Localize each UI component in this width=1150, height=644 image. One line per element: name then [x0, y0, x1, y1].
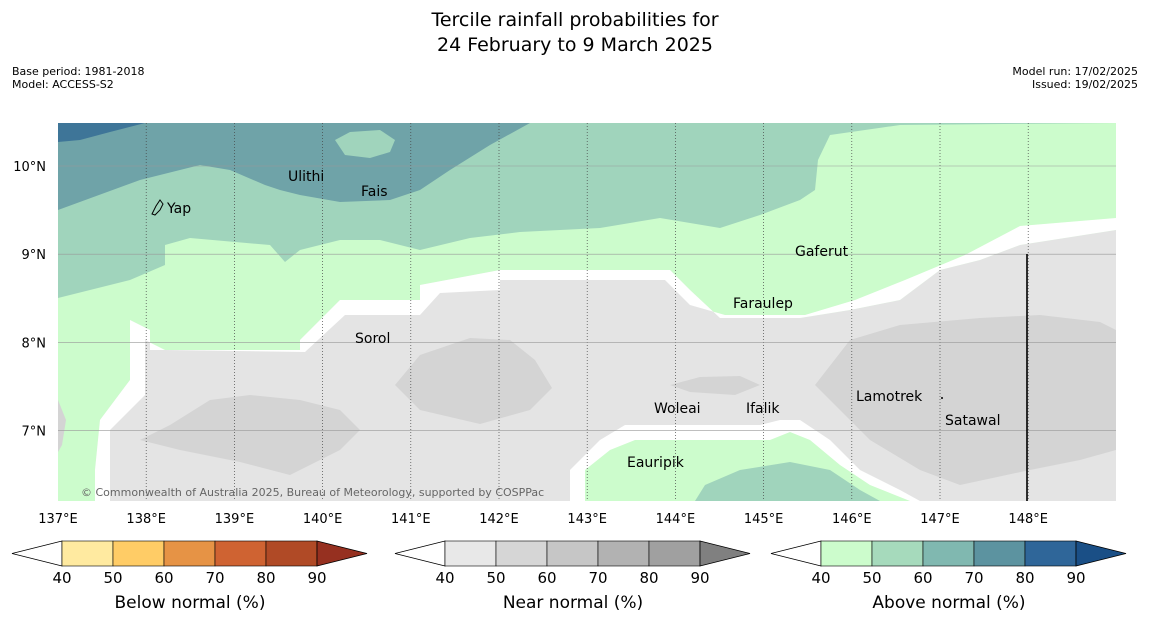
place-gaferut: Gaferut: [795, 244, 849, 260]
longitude-label: 143°E: [567, 512, 607, 527]
latitude-labels: 10°N 9°N 8°N 7°N: [13, 160, 46, 440]
colorbar-tick: 90: [1066, 569, 1085, 587]
longitude-label: 141°E: [391, 512, 431, 527]
longitude-label: 148°E: [1008, 512, 1048, 527]
near-normal-60-patch-central: [395, 338, 552, 424]
longitude-label: 142°E: [479, 512, 519, 527]
colorbar-segment: [444, 540, 497, 567]
place-yap: Yap: [166, 201, 191, 217]
colorbar-extend-high: [316, 540, 368, 567]
title-line-1: Tercile rainfall probabilities for: [431, 9, 719, 31]
colorbar-tick: 50: [486, 569, 505, 587]
colorbar-segment: [546, 540, 599, 567]
colorbar-segment: [922, 540, 975, 567]
model-run: Model run: 17/02/2025: [1012, 65, 1138, 78]
colorbar-segment: [163, 540, 216, 567]
colorbar-label-near: Near normal (%): [502, 593, 644, 613]
colorbar-segment: [61, 540, 114, 567]
place-faraulep: Faraulep: [733, 296, 793, 312]
longitude-label: 138°E: [126, 512, 166, 527]
issued-date: Issued: 19/02/2025: [1031, 78, 1138, 91]
colorbar-0: 40 50 60 70 80 90: [11, 540, 368, 587]
longitude-label: 145°E: [744, 512, 784, 527]
colorbar-segment: [597, 540, 650, 567]
colorbar-tick: 40: [811, 569, 830, 587]
colorbar-segment: [495, 540, 548, 567]
colorbar-tick: 80: [639, 569, 658, 587]
yap-island-shape: [151, 199, 164, 216]
colorbar-segment: [820, 540, 873, 567]
colorbar-tick: 40: [435, 569, 454, 587]
latitude-label: 8°N: [22, 336, 47, 351]
longitude-label: 137°E: [38, 512, 78, 527]
colorbar-label-above: Above normal (%): [872, 593, 1026, 613]
colorbar-tick: 70: [964, 569, 983, 587]
near-normal-60-patch-small: [670, 376, 760, 395]
colorbar-extend-low: [11, 540, 63, 567]
colorbar-tick: 70: [588, 569, 607, 587]
colorbar-tick: 60: [913, 569, 932, 587]
longitude-label: 146°E: [832, 512, 872, 527]
base-period: Base period: 1981-2018: [12, 65, 145, 78]
colorbar-tick: 60: [537, 569, 556, 587]
colorbar-extend-high: [1075, 540, 1127, 567]
place-satawal: Satawal: [945, 413, 1000, 429]
title-line-2: 24 February to 9 March 2025: [436, 34, 713, 56]
colorbar-tick: 50: [103, 569, 122, 587]
copyright-notice: © Commonwealth of Australia 2025, Bureau…: [81, 486, 544, 499]
island-dot: [941, 397, 943, 399]
latitude-label: 7°N: [22, 425, 47, 440]
colorbar-segment: [871, 540, 924, 567]
colorbar-segment: [214, 540, 267, 567]
colorbar-segment: [265, 540, 318, 567]
place-fais: Fais: [361, 184, 388, 200]
map-title: Tercile rainfall probabilities for 24 Fe…: [0, 8, 1150, 58]
model-name: Model: ACCESS-S2: [12, 78, 114, 91]
colorbar-tick: 70: [205, 569, 224, 587]
colorbar-segment: [112, 540, 165, 567]
colorbar-extend-low: [394, 540, 446, 567]
colorbar-segment: [973, 540, 1026, 567]
above-normal-60-patch: [335, 130, 395, 158]
colorbar-tick: 80: [256, 569, 275, 587]
longitude-label: 139°E: [215, 512, 255, 527]
place-woleai: Woleai: [654, 401, 701, 417]
grid-lines: [58, 123, 1116, 501]
near-normal-60-patch-east: [815, 315, 1116, 485]
white-transition-band: [95, 218, 1116, 501]
latitude-label: 9°N: [22, 248, 47, 263]
colorbars: 40 50 60 70 80 90 40 50 60 70 80 90 40 50 60 70 80 90: [11, 540, 1127, 587]
place-ulithi: Ulithi: [288, 169, 324, 185]
colorbar-1: 40 50 60 70 80 90: [394, 540, 751, 587]
latitude-label: 10°N: [13, 160, 46, 175]
colorbar-tick: 40: [52, 569, 71, 587]
place-lamotrek: Lamotrek: [856, 389, 923, 405]
above-normal-70-region: [58, 123, 530, 210]
colorbar-segment: [1024, 540, 1077, 567]
longitude-label: 147°E: [920, 512, 960, 527]
colorbar-extend-high: [699, 540, 751, 567]
colorbar-label-below: Below normal (%): [114, 593, 266, 613]
colorbar-2: 40 50 60 70 80 90: [770, 540, 1127, 587]
longitude-labels: 137°E 138°E 139°E 140°E 141°E 142°E 143°E 144°E…: [38, 512, 1048, 527]
place-ifalik: Ifalik: [746, 401, 780, 417]
near-normal-edge-left: [58, 400, 66, 452]
colorbar-tick: 50: [862, 569, 881, 587]
longitude-label: 144°E: [656, 512, 696, 527]
longitude-label: 140°E: [303, 512, 343, 527]
meta-left: Base period: 1981-2018 Model: ACCESS-S2: [12, 65, 144, 91]
colorbar-tick: 90: [307, 569, 326, 587]
place-sorol: Sorol: [355, 331, 390, 347]
colorbar-tick: 90: [690, 569, 709, 587]
colorbar-segment: [648, 540, 701, 567]
above-normal-60-region-south: [695, 462, 880, 501]
colorbar-extend-low: [770, 540, 822, 567]
above-normal-80-region: [58, 123, 145, 142]
near-normal-60-patch-west: [140, 395, 360, 475]
colorbar-tick: 60: [154, 569, 173, 587]
colorbar-tick: 80: [1015, 569, 1034, 587]
place-eauripik: Eauripik: [627, 455, 685, 471]
meta-right: Model run: 17/02/2025 Issued: 19/02/2025: [1012, 65, 1138, 91]
